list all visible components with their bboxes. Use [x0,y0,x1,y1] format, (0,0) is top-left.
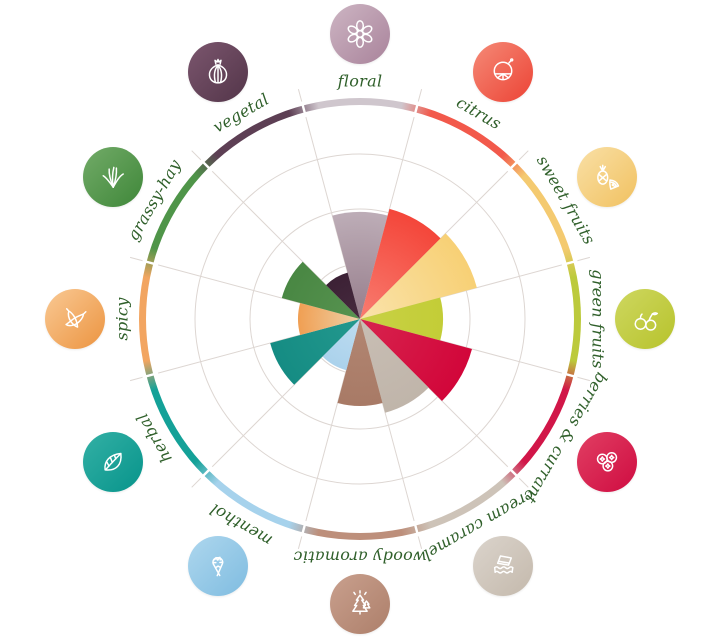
grid-spoke-outer [191,150,202,161]
grid-spoke [155,263,359,319]
ring-gap [506,159,520,173]
wedge-cream-caramel [360,319,429,413]
label-floral: floral [337,71,383,91]
wedge-grassy-hay [281,261,360,319]
ring-gap [200,159,214,173]
badge-spicy[interactable] [45,289,105,349]
grid-circle [249,208,471,430]
grid-spoke-outer [417,88,423,102]
wedge-woody-aromatic [337,319,383,406]
grid-spoke-outer [577,256,591,262]
wedge-menthol [322,319,360,371]
apple-pear-icon [634,312,659,331]
grid-spoke-outer [297,88,303,102]
wedge-berries-currant [360,319,472,401]
wedge-vegetal [326,272,360,319]
badge-berries-currant[interactable] [576,431,637,492]
lemon-icon [493,58,513,81]
ring-gap [142,371,159,379]
wedge-spicy [297,303,360,335]
label-green-fruits: green fruits [588,269,608,369]
wedge-citrus [360,208,441,319]
badge-sweet-fruits[interactable] [576,146,637,207]
grid-spoke-outer [518,150,529,161]
ring-gap [142,259,159,267]
grid-spoke-outer [518,477,529,488]
chili-icon [65,308,87,328]
wedge-herbal [270,319,360,385]
caramel-icon [493,555,514,574]
badge-grassy-hay[interactable] [83,146,144,207]
grid-spoke [155,319,359,375]
badge-woody-aromatic[interactable] [330,574,390,634]
ring-gap [561,371,578,379]
ring-gap [300,520,308,537]
ring-gap [200,465,214,479]
grid-spoke-outer [191,477,202,488]
grid-spoke-outer [297,536,303,550]
berries-icon [596,451,618,472]
label-woody-aromatic: woody aromatic [293,547,427,567]
grass-icon [102,166,125,188]
candy-canes-icon [211,556,223,577]
ring-gap [412,520,420,537]
badge-floral[interactable] [330,4,390,64]
flower-icon [347,20,373,48]
pineapple-watermelon-icon [596,164,620,190]
leaf-icon [104,452,122,471]
grid-spoke-outer [129,376,143,382]
badge-green-fruits[interactable] [615,289,675,349]
ring-gap [412,101,420,118]
ring-gap [506,465,520,479]
badge-herbal[interactable] [83,431,144,492]
ring-gap [300,101,308,118]
onion-icon [208,58,227,84]
badge-menthol[interactable] [187,535,248,596]
wedge-floral [332,211,388,319]
label-spicy: spicy [112,297,132,341]
grid-spoke-outer [129,256,143,262]
grid-spoke-outer [577,376,591,382]
pine-trees-icon [352,590,371,615]
wedge-sweet-fruits [360,233,477,319]
badge-citrus[interactable] [472,42,533,103]
ring-gap [561,259,578,267]
badge-cream-caramel[interactable] [472,535,533,596]
grid-spoke-outer [417,536,423,550]
grid-circle [194,153,526,485]
badge-vegetal[interactable] [187,42,248,103]
wedge-green-fruits [360,297,444,341]
